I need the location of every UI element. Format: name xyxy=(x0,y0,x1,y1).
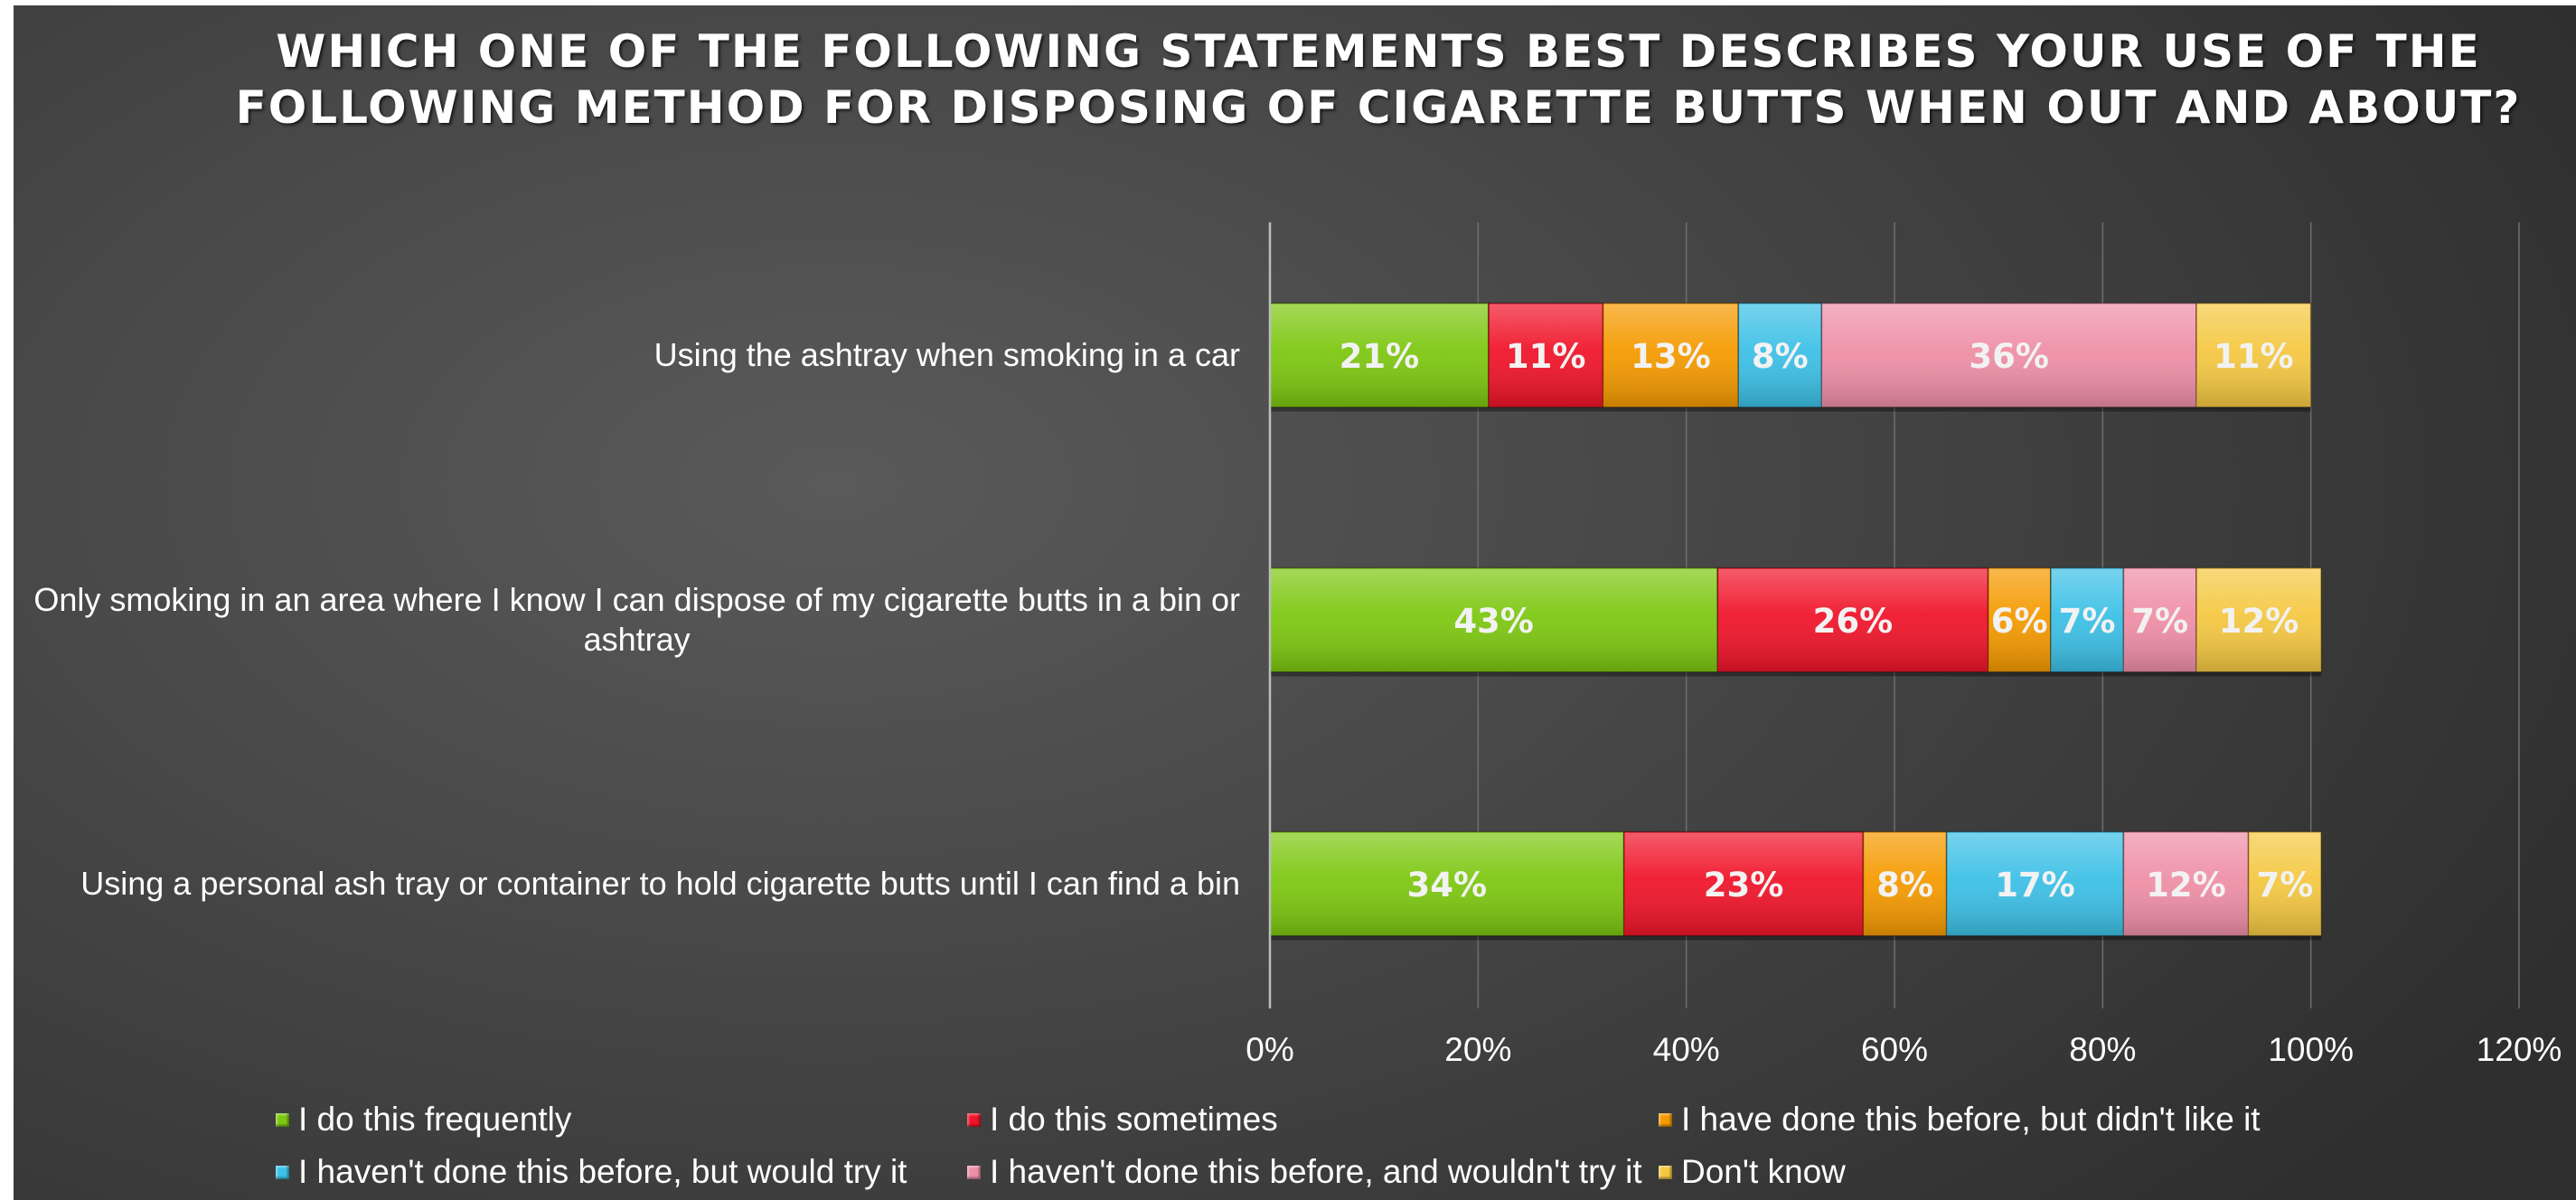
data-label: 34% xyxy=(1407,866,1488,905)
bar-segment-shadow xyxy=(1624,936,1864,941)
legend-item: Don't know xyxy=(1659,1153,1846,1191)
legend-label: I haven't done this before, but would tr… xyxy=(298,1153,907,1191)
legend-item: I haven't done this before, and wouldn't… xyxy=(967,1153,1642,1191)
x-tick-label: 40% xyxy=(1653,1031,1720,1068)
legend-label: I do this sometimes xyxy=(990,1101,1278,1139)
legend-item: I do this sometimes xyxy=(967,1101,1278,1139)
bar-segment-shadow xyxy=(2123,936,2248,941)
bar-segment-shadow xyxy=(1489,408,1603,412)
bar-segment-shadow xyxy=(2196,408,2311,412)
data-label: 11% xyxy=(2214,337,2294,376)
bar-segment-shadow xyxy=(1270,408,1489,412)
plot-area: 21% 11% 13% 8% 36% 11% 43% 26% 6% 7% 7% 12% 34% 23% 8%… xyxy=(14,5,2576,1081)
bar-segment-shadow xyxy=(1270,936,1624,941)
x-tick-label: 100% xyxy=(2268,1031,2354,1068)
legend-swatch xyxy=(276,1166,289,1179)
data-label: 6% xyxy=(1991,602,2048,641)
category-label: Only smoking in an area where I know I c… xyxy=(33,581,1240,658)
bar-segment-shadow xyxy=(2123,672,2196,677)
legend-item: I do this frequently xyxy=(276,1101,571,1139)
data-label: 21% xyxy=(1340,337,1420,376)
category-label: Using a personal ash tray or container t… xyxy=(80,865,1240,902)
bar-segment-shadow xyxy=(2196,672,2321,677)
x-tick-label: 120% xyxy=(2477,1031,2562,1068)
legend-swatch xyxy=(276,1113,289,1127)
bar-segment-shadow xyxy=(2249,936,2322,941)
data-label: 8% xyxy=(1876,866,1933,905)
data-label: 26% xyxy=(1813,602,1894,641)
legend: I do this frequently I do this sometimes I… xyxy=(14,1088,2576,1200)
data-label: 17% xyxy=(1995,866,2075,905)
legend-label: I haven't done this before, and wouldn't… xyxy=(990,1153,1642,1191)
data-label: 7% xyxy=(2131,602,2188,641)
bar-segment-shadow xyxy=(2051,672,2124,677)
category-label: Using the ashtray when smoking in a car xyxy=(654,336,1240,373)
data-label: 7% xyxy=(2256,866,2313,905)
bars: 21% 11% 13% 8% 36% 11% 43% 26% 6% 7% 7% 12% 34% 23% 8%… xyxy=(1270,304,2321,941)
bar-segment-shadow xyxy=(1863,936,1946,941)
legend-label: I do this frequently xyxy=(298,1101,571,1139)
data-label: 36% xyxy=(1969,337,2049,376)
legend-swatch xyxy=(1659,1113,1672,1127)
data-label: 43% xyxy=(1453,602,1534,641)
bar-segment-shadow xyxy=(1947,936,2124,941)
data-label: 13% xyxy=(1631,337,1711,376)
legend-swatch xyxy=(1659,1166,1672,1179)
bar-segment-shadow xyxy=(1988,672,2051,677)
legend-label: I have done this before, but didn't like… xyxy=(1681,1101,2261,1139)
x-tick-label: 60% xyxy=(1861,1031,1928,1068)
chart-area: Which one of the following statements be… xyxy=(14,5,2576,1200)
data-label: 12% xyxy=(2219,602,2299,641)
x-tick-label: 80% xyxy=(2069,1031,2136,1068)
x-tick-label: 20% xyxy=(1444,1031,1511,1068)
data-label: 11% xyxy=(1506,337,1586,376)
legend-swatch xyxy=(967,1113,981,1127)
data-label: 12% xyxy=(2146,866,2226,905)
data-label: 8% xyxy=(1752,337,1809,376)
data-label: 7% xyxy=(2059,602,2116,641)
data-label: 23% xyxy=(1704,866,1784,905)
legend-label: Don't know xyxy=(1681,1153,1846,1191)
bar-segment-shadow xyxy=(1270,672,1717,677)
bar-segment-shadow xyxy=(1717,672,1988,677)
bar-segment-shadow xyxy=(1821,408,2196,412)
legend-swatch xyxy=(967,1166,981,1179)
legend-item: I haven't done this before, but would tr… xyxy=(276,1153,907,1191)
bar-segment-shadow xyxy=(1603,408,1739,412)
x-tick-label: 0% xyxy=(1246,1031,1293,1068)
legend-item: I have done this before, but didn't like… xyxy=(1659,1101,2261,1139)
bar-segment-shadow xyxy=(1738,408,1821,412)
